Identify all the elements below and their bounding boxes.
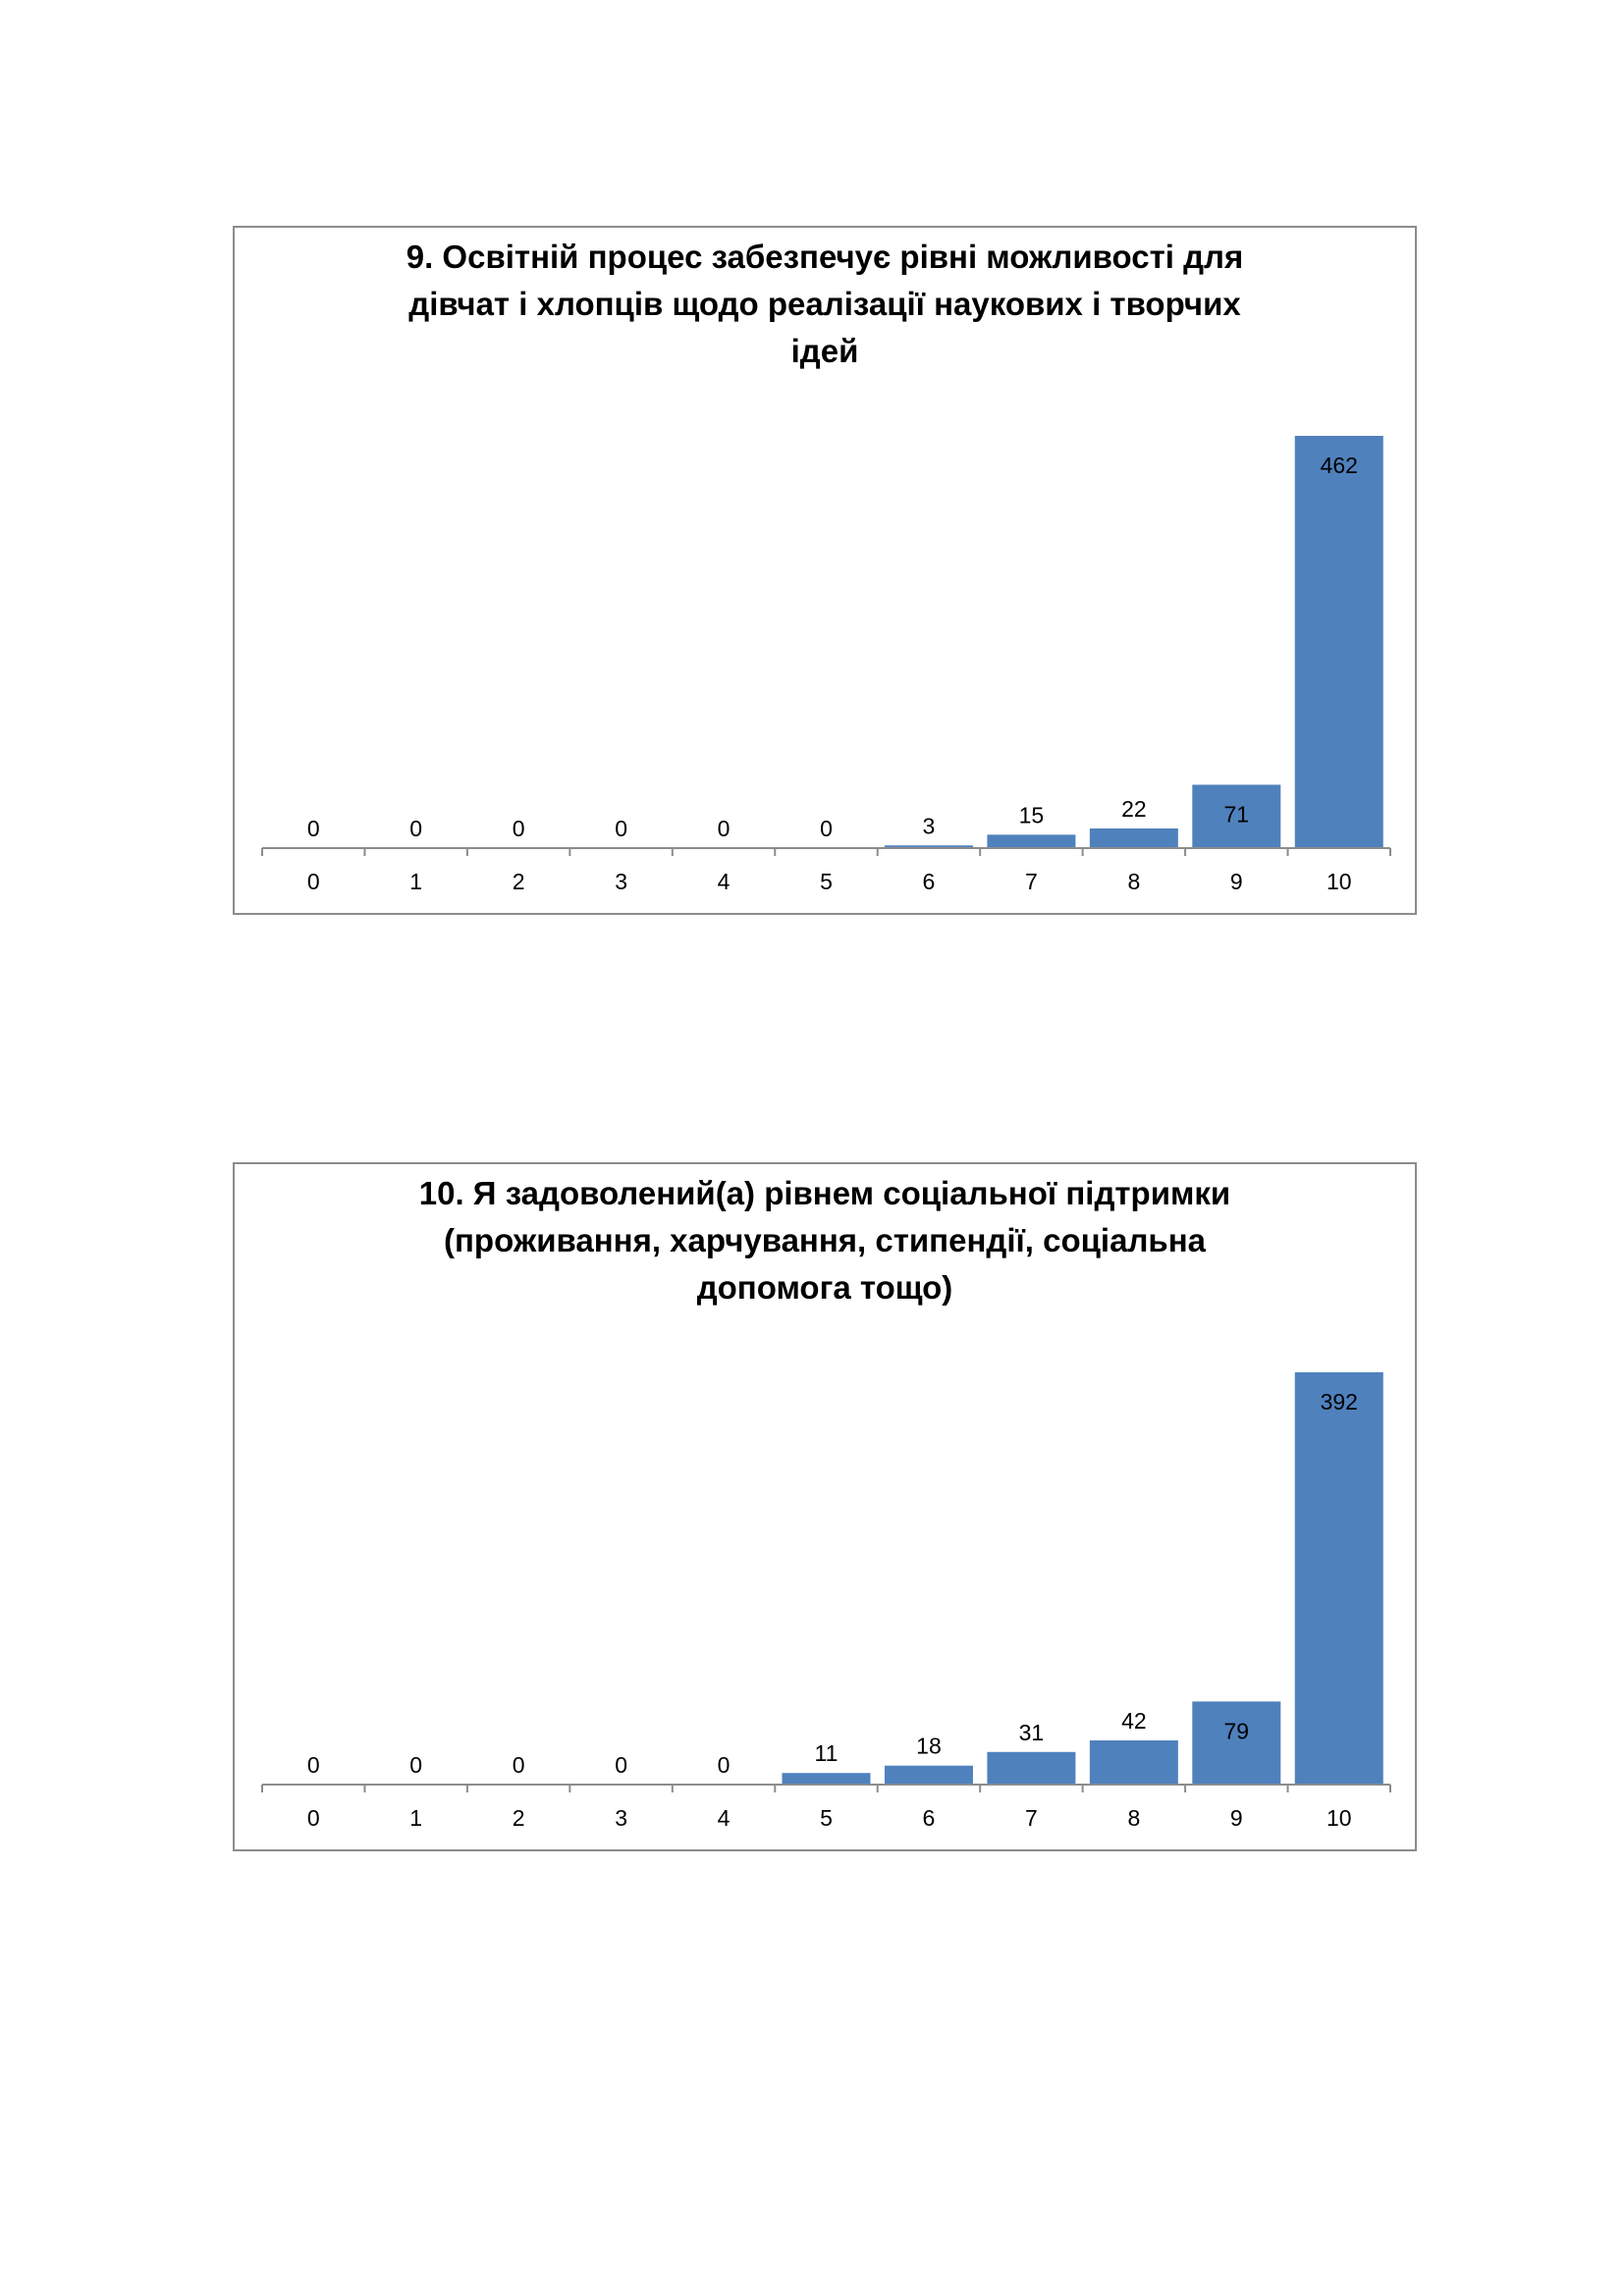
data-label-5: 11 <box>815 1740 839 1766</box>
data-label-3: 0 <box>615 816 627 841</box>
x-tick-label-4: 4 <box>718 869 731 894</box>
bar-6 <box>884 845 973 848</box>
data-label-7: 31 <box>1019 1720 1045 1745</box>
x-tick-label-5: 5 <box>820 1805 833 1831</box>
data-label-2: 0 <box>513 816 525 841</box>
chart-q9: 9. Освітній процес забезпечує рівні можл… <box>233 226 1417 915</box>
x-tick-label-3: 3 <box>615 1805 627 1831</box>
x-tick-label-7: 7 <box>1025 869 1038 894</box>
bar-10 <box>1294 1372 1383 1785</box>
bar-7 <box>987 1751 1076 1785</box>
x-tick-label-5: 5 <box>820 869 833 894</box>
x-tick-label-3: 3 <box>615 869 627 894</box>
bar-9 <box>1192 784 1281 848</box>
bar-8 <box>1089 1740 1178 1785</box>
chart-q10: 10. Я задоволений(а) рівнем соціальної п… <box>233 1162 1417 1851</box>
bar-6 <box>884 1765 973 1785</box>
x-tick-label-2: 2 <box>513 1805 525 1831</box>
data-label-8: 42 <box>1121 1708 1147 1734</box>
x-tick-label-9: 9 <box>1230 869 1243 894</box>
data-label-5: 0 <box>820 816 833 841</box>
x-tick-label-1: 1 <box>409 869 422 894</box>
data-label-9: 79 <box>1224 1718 1250 1743</box>
x-tick-label-1: 1 <box>409 1805 422 1831</box>
data-label-4: 0 <box>718 1752 731 1778</box>
data-label-10: 462 <box>1321 453 1358 478</box>
data-label-6: 3 <box>923 813 936 838</box>
data-label-6: 18 <box>916 1734 942 1759</box>
data-label-9: 71 <box>1224 801 1250 827</box>
bar-9 <box>1192 1701 1281 1785</box>
data-label-7: 15 <box>1019 802 1045 828</box>
x-tick-label-10: 10 <box>1326 869 1352 894</box>
chart-title: 10. Я задоволений(а) рівнем соціальної п… <box>418 1175 1231 1306</box>
x-tick-label-6: 6 <box>923 869 936 894</box>
data-label-8: 22 <box>1121 796 1147 822</box>
data-label-2: 0 <box>513 1752 525 1778</box>
x-tick-label-8: 8 <box>1127 1805 1140 1831</box>
x-tick-label-8: 8 <box>1127 869 1140 894</box>
data-label-1: 0 <box>409 1752 422 1778</box>
x-tick-label-2: 2 <box>513 869 525 894</box>
data-label-0: 0 <box>307 1752 320 1778</box>
bar-10 <box>1294 436 1383 848</box>
chart-title: 9. Освітній процес забезпечує рівні можл… <box>406 239 1244 369</box>
data-label-1: 0 <box>409 816 422 841</box>
data-label-0: 0 <box>307 816 320 841</box>
x-tick-label-6: 6 <box>923 1805 936 1831</box>
x-tick-label-0: 0 <box>307 1805 320 1831</box>
x-tick-label-9: 9 <box>1230 1805 1243 1831</box>
data-label-10: 392 <box>1321 1389 1358 1415</box>
data-label-4: 0 <box>718 816 731 841</box>
bar-8 <box>1089 828 1178 848</box>
bar-7 <box>987 834 1076 848</box>
x-tick-label-10: 10 <box>1326 1805 1352 1831</box>
x-tick-label-0: 0 <box>307 869 320 894</box>
x-tick-label-4: 4 <box>718 1805 731 1831</box>
x-tick-label-7: 7 <box>1025 1805 1038 1831</box>
data-label-3: 0 <box>615 1752 627 1778</box>
bar-5 <box>782 1773 871 1785</box>
